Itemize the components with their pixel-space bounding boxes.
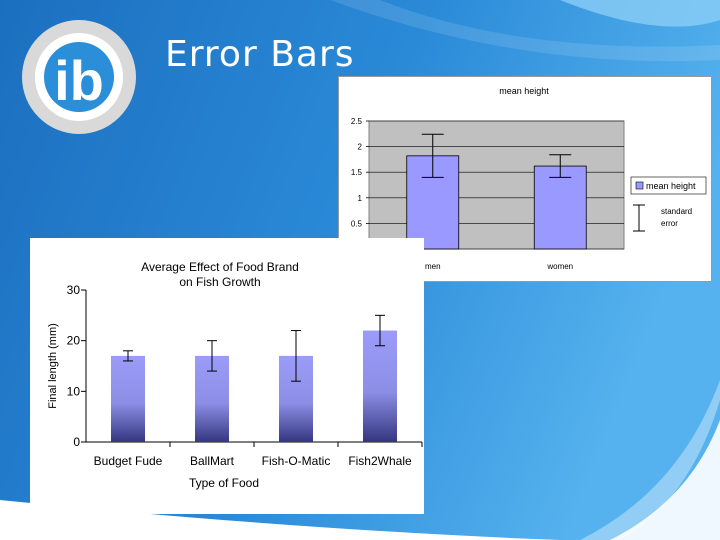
y-tick-label: 1.5 bbox=[351, 168, 363, 177]
x-category-label: BallMart bbox=[190, 454, 235, 468]
bar-Fish2Whale bbox=[363, 330, 397, 442]
legend-box bbox=[630, 176, 707, 195]
y-tick-label: 2.5 bbox=[351, 117, 363, 126]
bar-Budget Fude bbox=[111, 355, 145, 442]
ib-logo-text: ib bbox=[54, 49, 104, 112]
x-axis-label: Type of Food bbox=[189, 476, 259, 490]
ib-logo: ib bbox=[20, 18, 138, 136]
x-category-label: men bbox=[425, 262, 441, 271]
slide-title: Error Bars bbox=[165, 34, 355, 75]
chart-title-line-1: Average Effect of Food Brand bbox=[141, 260, 299, 274]
y-tick-label: 1 bbox=[358, 194, 363, 203]
chart-title-line-2: on Fish Growth bbox=[179, 275, 260, 289]
legend-error-label: standard bbox=[661, 207, 692, 216]
x-category-label: women bbox=[546, 262, 573, 271]
y-tick-label: 0 bbox=[73, 435, 80, 449]
y-tick-label: 10 bbox=[67, 384, 81, 398]
chart-title: mean height bbox=[499, 86, 549, 96]
fish-growth-chart: Average Effect of Food Brand on Fish Grow… bbox=[30, 238, 424, 514]
legend-label: mean height bbox=[646, 181, 696, 191]
y-tick-label: 0.5 bbox=[351, 219, 363, 228]
bottom-left-white-band bbox=[0, 500, 560, 540]
bar-women bbox=[533, 165, 587, 250]
legend-error-label: error bbox=[661, 219, 678, 228]
y-axis-label: Final length (mm) bbox=[47, 323, 59, 409]
x-category-label: Fish-O-Matic bbox=[262, 454, 331, 468]
y-tick-label: 30 bbox=[67, 283, 81, 297]
legend-swatch bbox=[635, 181, 644, 190]
legend: mean height standard error bbox=[630, 176, 707, 232]
y-tick-label: 20 bbox=[67, 334, 81, 348]
x-category-label: Budget Fude bbox=[94, 454, 163, 468]
y-tick-label: 2 bbox=[358, 143, 363, 152]
x-category-label: Fish2Whale bbox=[348, 454, 412, 468]
slide-swoosh bbox=[560, 0, 720, 27]
